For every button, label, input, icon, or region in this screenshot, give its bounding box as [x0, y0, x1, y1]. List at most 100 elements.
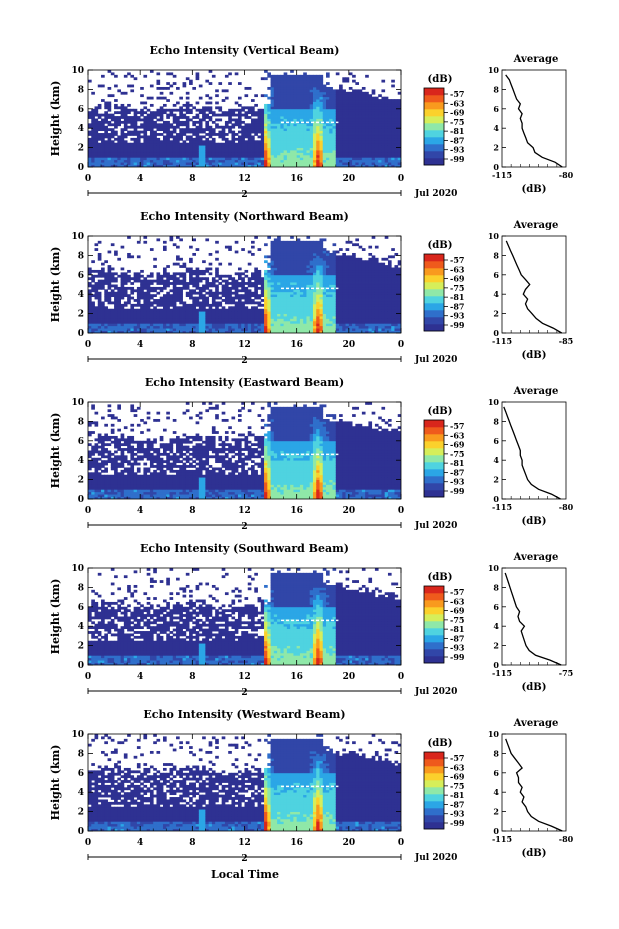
- colorbar-frame: [423, 751, 445, 830]
- colorbar-swatch: [424, 448, 444, 456]
- panel-3: Echo Intensity (Southward Beam) 0 2 4 6 8 10 He…: [49, 542, 573, 698]
- colorbar-tick-label: -57: [450, 89, 464, 99]
- colorbar-tick-label: -69: [450, 772, 465, 782]
- profile-y-tick-label: 4: [493, 621, 499, 631]
- x-tick-label: 0: [398, 340, 404, 350]
- colorbar-swatch: [424, 607, 444, 615]
- colorbar-swatch: [424, 275, 444, 283]
- colorbar: [424, 254, 444, 332]
- colorbar-tick-label: -93: [450, 809, 465, 819]
- x-tick-label: 0: [85, 506, 91, 516]
- colorbar-swatch: [424, 766, 444, 774]
- profile-y-tick-label: 2: [493, 807, 499, 817]
- profile-x-tick-label: -115: [492, 170, 512, 180]
- profile-y-tick-label: 2: [493, 641, 499, 651]
- colorbar: [424, 586, 444, 664]
- y-tick-label: 6: [78, 105, 84, 115]
- colorbar-swatch: [424, 88, 444, 96]
- x-tick-label: 16: [290, 838, 303, 848]
- profile-title: Average: [513, 220, 559, 231]
- colorbar-tick-label: -75: [450, 615, 464, 625]
- colorbar-swatch: [424, 635, 444, 643]
- x-tick-label: 0: [85, 838, 91, 848]
- y-tick-label: 0: [78, 827, 84, 837]
- profile-y-tick-label: 10: [488, 729, 500, 739]
- colorbar-tick-label: -81: [450, 790, 464, 800]
- y-tick-label: 4: [78, 788, 84, 798]
- x-tick-label: 0: [398, 672, 404, 682]
- y-axis-label: Height (km): [49, 745, 62, 821]
- colorbar-tick-label: -93: [450, 477, 465, 487]
- date-label: Jul 2020: [414, 521, 457, 531]
- profile-x-tick-label: -115: [492, 834, 512, 844]
- x-tick-label: 0: [85, 174, 91, 184]
- colorbar-tick-label: -63: [450, 596, 465, 606]
- y-tick-label: 8: [78, 417, 84, 427]
- y-tick-label: 4: [78, 290, 84, 300]
- x-tick-label: 16: [290, 672, 303, 682]
- x-tick-label: 12: [238, 340, 251, 350]
- profile-x-tick-label: -85: [559, 336, 573, 346]
- y-tick-label: 4: [78, 124, 84, 134]
- x-tick-label: 20: [343, 174, 356, 184]
- colorbar-tick-label: -87: [450, 301, 464, 311]
- colorbar-swatch: [424, 116, 444, 124]
- profile-y-tick-label: 4: [493, 289, 499, 299]
- profile-x-tick-label: -115: [492, 336, 512, 346]
- colorbar-tick-label: -57: [450, 255, 464, 265]
- colorbar-unit: (dB): [428, 240, 453, 251]
- y-tick-label: 8: [78, 749, 84, 759]
- profile-y-tick-label: 4: [493, 123, 499, 133]
- colorbar-tick-label: -57: [450, 587, 464, 597]
- profile-line: [505, 738, 563, 832]
- profile-title: Average: [513, 54, 559, 65]
- colorbar-swatch: [424, 787, 444, 795]
- profile-xlabel: (dB): [522, 350, 547, 361]
- x-tick-label: 0: [398, 838, 404, 848]
- colorbar-swatch: [424, 289, 444, 297]
- x-tick-label: 12: [238, 838, 251, 848]
- profile-y-tick-label: 4: [493, 787, 499, 797]
- colorbar-swatch: [424, 759, 444, 767]
- colorbar-swatch: [424, 808, 444, 816]
- y-tick-label: 10: [71, 232, 84, 242]
- profile-y-tick-label: 10: [488, 65, 500, 75]
- x-tick-label: 20: [343, 340, 356, 350]
- colorbar: [424, 88, 444, 166]
- colorbar-tick-label: -75: [450, 449, 464, 459]
- profile-y-tick-label: 0: [493, 494, 499, 504]
- colorbar-swatch: [424, 434, 444, 442]
- heatmap-field: [88, 236, 401, 333]
- profile-xlabel: (dB): [522, 516, 547, 527]
- y-tick-label: 2: [78, 476, 84, 486]
- profile-x-tick-label: -115: [492, 668, 512, 678]
- colorbar-tick-label: -75: [450, 117, 464, 127]
- colorbar-swatch: [424, 455, 444, 463]
- x-tick-label: 8: [189, 838, 195, 848]
- y-axis-label: Height (km): [49, 247, 62, 323]
- colorbar-swatch: [424, 483, 444, 491]
- profile-x-tick-label: -80: [559, 834, 574, 844]
- y-tick-label: 0: [78, 329, 84, 339]
- colorbar-tick-label: -75: [450, 283, 464, 293]
- y-tick-label: 10: [71, 564, 84, 574]
- x-tick-label: 20: [343, 838, 356, 848]
- colorbar-swatch: [424, 593, 444, 601]
- y-tick-label: 0: [78, 495, 84, 505]
- y-tick-label: 10: [71, 66, 84, 76]
- profile-y-tick-label: 8: [493, 416, 499, 426]
- y-tick-label: 8: [78, 85, 84, 95]
- y-axis-label: Height (km): [49, 413, 62, 489]
- colorbar-swatch: [424, 476, 444, 484]
- profile-y-tick-label: 0: [493, 162, 499, 172]
- y-tick-label: 6: [78, 603, 84, 613]
- profile-y-tick-label: 6: [493, 104, 499, 114]
- date-marker: 2: [241, 356, 247, 366]
- colorbar-unit: (dB): [428, 406, 453, 417]
- profile-y-tick-label: 6: [493, 436, 499, 446]
- profile-y-tick-label: 6: [493, 602, 499, 612]
- x-tick-label: 8: [189, 174, 195, 184]
- profile-y-tick-label: 8: [493, 250, 499, 260]
- profile-y-tick-label: 6: [493, 768, 499, 778]
- colorbar: [424, 420, 444, 498]
